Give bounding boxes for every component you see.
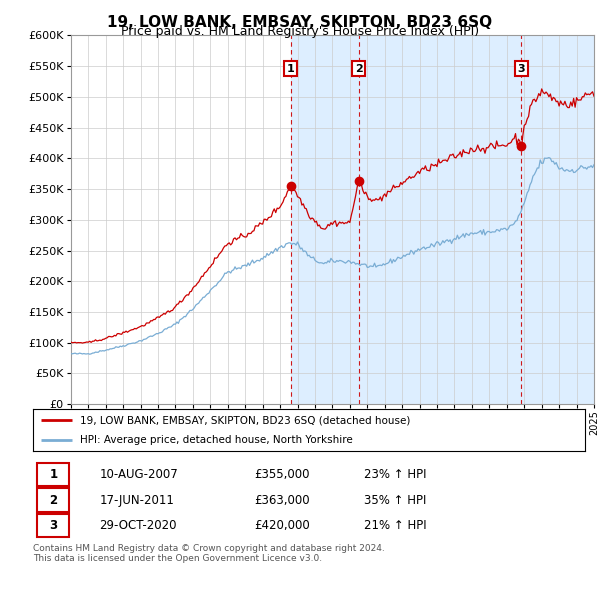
Text: 2: 2: [355, 64, 362, 74]
Text: 29-OCT-2020: 29-OCT-2020: [99, 519, 177, 532]
FancyBboxPatch shape: [37, 463, 70, 487]
Text: 23% ↑ HPI: 23% ↑ HPI: [364, 468, 427, 481]
Bar: [290, 35, 521, 404]
FancyBboxPatch shape: [37, 513, 70, 537]
Text: £420,000: £420,000: [254, 519, 310, 532]
Text: £363,000: £363,000: [254, 493, 310, 507]
Bar: [521, 35, 594, 404]
FancyBboxPatch shape: [37, 488, 70, 512]
Text: 1: 1: [287, 64, 295, 74]
Text: 10-AUG-2007: 10-AUG-2007: [99, 468, 178, 481]
Text: 2: 2: [49, 493, 58, 507]
Text: £355,000: £355,000: [254, 468, 310, 481]
Text: 1: 1: [49, 468, 58, 481]
Text: 19, LOW BANK, EMBSAY, SKIPTON, BD23 6SQ: 19, LOW BANK, EMBSAY, SKIPTON, BD23 6SQ: [107, 15, 493, 30]
Text: 35% ↑ HPI: 35% ↑ HPI: [364, 493, 427, 507]
Text: 3: 3: [49, 519, 58, 532]
Text: 17-JUN-2011: 17-JUN-2011: [99, 493, 174, 507]
Text: Contains HM Land Registry data © Crown copyright and database right 2024.
This d: Contains HM Land Registry data © Crown c…: [33, 544, 385, 563]
Text: 3: 3: [517, 64, 525, 74]
Text: HPI: Average price, detached house, North Yorkshire: HPI: Average price, detached house, Nort…: [80, 435, 353, 445]
Text: 21% ↑ HPI: 21% ↑ HPI: [364, 519, 427, 532]
Text: 19, LOW BANK, EMBSAY, SKIPTON, BD23 6SQ (detached house): 19, LOW BANK, EMBSAY, SKIPTON, BD23 6SQ …: [80, 415, 410, 425]
Text: Price paid vs. HM Land Registry's House Price Index (HPI): Price paid vs. HM Land Registry's House …: [121, 25, 479, 38]
